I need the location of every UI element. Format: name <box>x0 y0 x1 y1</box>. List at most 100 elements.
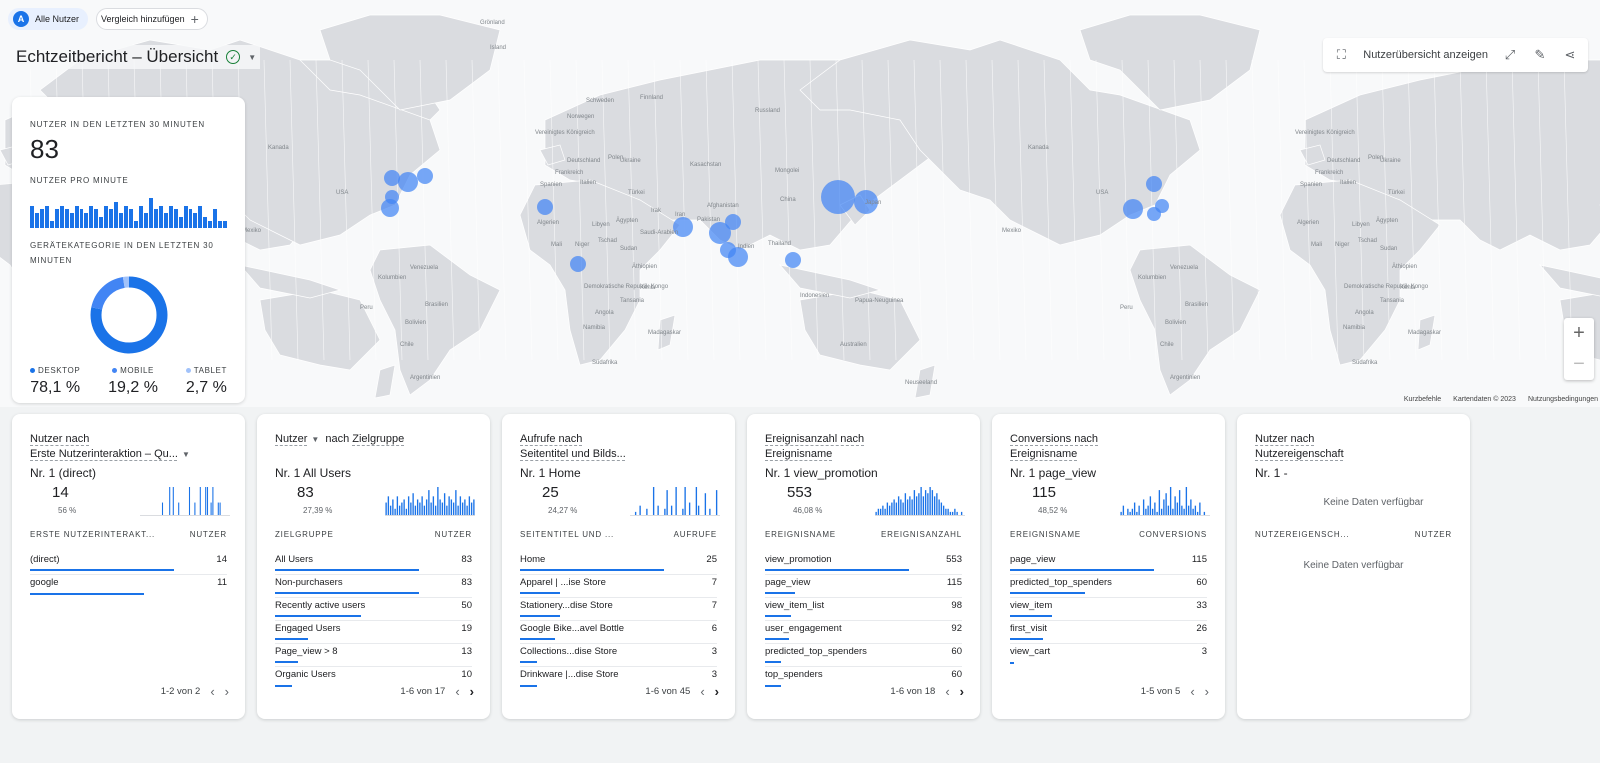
sparkline-bar[interactable] <box>882 505 884 515</box>
per-minute-bar[interactable] <box>79 209 84 228</box>
sparkline-bar[interactable] <box>387 496 390 515</box>
sparkline-bar[interactable] <box>1158 490 1161 515</box>
per-minute-bar[interactable] <box>84 213 89 228</box>
chevron-down-icon[interactable]: ▼ <box>311 435 320 444</box>
sparkline-bar[interactable] <box>1151 508 1154 515</box>
sparkline-bar[interactable] <box>1169 487 1172 515</box>
sparkline-bar[interactable] <box>688 502 691 515</box>
sparkline-bar[interactable] <box>897 496 900 515</box>
per-minute-bar[interactable] <box>153 209 158 228</box>
sparkline-bar[interactable] <box>695 487 698 515</box>
user-location-bubble[interactable] <box>1123 199 1143 219</box>
sparkline-bar[interactable] <box>412 493 414 515</box>
sparkline-bar[interactable] <box>933 496 936 515</box>
sparkline-bar[interactable] <box>439 499 441 515</box>
chevron-right-icon[interactable]: › <box>959 684 964 699</box>
per-minute-bar[interactable] <box>193 213 198 228</box>
sparkline-bar[interactable] <box>1122 505 1125 515</box>
sparkline-bar[interactable] <box>405 508 408 515</box>
zoom-in-button[interactable]: + <box>1573 322 1585 344</box>
dimension-selector[interactable]: Erste Nutzerinteraktion – Qu... <box>30 448 178 460</box>
sparkline-bar[interactable] <box>389 505 392 515</box>
user-location-bubble[interactable] <box>1146 176 1162 192</box>
sparkline-bar[interactable] <box>464 499 466 515</box>
table-row[interactable]: predicted_top_spenders 60 <box>765 644 962 667</box>
sparkline-bar[interactable] <box>394 508 396 515</box>
sparkline-bar[interactable] <box>1178 490 1181 515</box>
table-row[interactable]: All Users 83 <box>275 552 472 575</box>
sparkline-bar[interactable] <box>1156 511 1158 515</box>
sparkline-bar[interactable] <box>432 496 435 515</box>
sparkline-bar[interactable] <box>385 502 387 515</box>
device-donut-chart[interactable] <box>88 274 170 356</box>
sparkline-bar[interactable] <box>461 502 464 515</box>
sparkline-bar[interactable] <box>1145 508 1147 515</box>
per-minute-bar[interactable] <box>94 209 99 228</box>
segment-chip[interactable]: A Alle Nutzer <box>8 8 89 30</box>
table-row[interactable]: predicted_top_spenders 60 <box>1010 575 1207 598</box>
user-location-bubble[interactable] <box>821 180 855 214</box>
table-row[interactable]: first_visit 26 <box>1010 621 1207 644</box>
metric-selector[interactable]: Nutzer nach <box>1255 433 1315 445</box>
sparkline-bar[interactable] <box>1147 505 1149 515</box>
table-row[interactable]: Organic Users 10 <box>275 667 472 690</box>
per-minute-bar[interactable] <box>168 205 173 228</box>
sparkline-bar[interactable] <box>443 493 446 515</box>
sparkline-bar[interactable] <box>951 511 954 515</box>
chevron-right-icon[interactable]: › <box>714 684 719 699</box>
sparkline-bar[interactable] <box>956 511 958 515</box>
sparkline-bar[interactable] <box>911 499 913 515</box>
sparkline-bar[interactable] <box>891 502 893 515</box>
dimension-selector[interactable]: Nutzereigenschaft <box>1255 448 1344 460</box>
sparkline-bar[interactable] <box>403 499 405 515</box>
device-slice-tablet[interactable] <box>90 276 167 354</box>
sparkline-bar[interactable] <box>219 502 221 515</box>
sparkline-bar[interactable] <box>398 505 401 515</box>
metric-selector[interactable]: Ereignisanzahl nach <box>765 433 865 445</box>
per-minute-bar[interactable] <box>59 205 64 228</box>
sparkline-bar[interactable] <box>392 499 394 515</box>
table-row[interactable]: Google Bike...avel Bottle 6 <box>520 621 717 644</box>
sparkline-bar[interactable] <box>1154 502 1156 515</box>
table-row[interactable]: Collections...dise Store 3 <box>520 644 717 667</box>
metric-selector[interactable]: Conversions nach <box>1010 433 1099 445</box>
sparkline-bar[interactable] <box>1149 496 1152 515</box>
chevron-left-icon[interactable]: ‹ <box>945 684 950 699</box>
sparkline-chart[interactable] <box>875 486 965 516</box>
per-minute-bar[interactable] <box>173 209 178 228</box>
sparkline-bar[interactable] <box>646 508 648 515</box>
sparkline-bar[interactable] <box>909 496 911 515</box>
per-minute-bar[interactable] <box>39 209 44 228</box>
sparkline-bar[interactable] <box>1133 502 1136 515</box>
per-minute-bar[interactable] <box>213 209 218 228</box>
chevron-right-icon[interactable]: › <box>469 684 474 699</box>
sparkline-bar[interactable] <box>434 505 437 515</box>
share-icon[interactable]: ⋖ <box>1564 47 1576 62</box>
per-minute-bar[interactable] <box>89 205 94 228</box>
sparkline-bar[interactable] <box>913 490 916 515</box>
per-minute-bar[interactable] <box>74 205 79 228</box>
sparkline-bar[interactable] <box>1142 499 1145 515</box>
table-row[interactable]: page_view 115 <box>765 575 962 598</box>
chevron-right-icon[interactable]: › <box>1204 684 1209 699</box>
sparkline-bar[interactable] <box>428 490 430 515</box>
per-minute-bar[interactable] <box>158 205 163 228</box>
per-minute-bar[interactable] <box>134 220 138 228</box>
sparkline-bar[interactable] <box>1131 508 1134 515</box>
sparkline-bar[interactable] <box>396 496 399 515</box>
sparkline-bar[interactable] <box>931 490 934 515</box>
user-location-bubble[interactable] <box>417 168 433 184</box>
sparkline-bar[interactable] <box>1196 511 1199 515</box>
sparkline-bar[interactable] <box>459 496 462 515</box>
table-row[interactable]: Stationery...dise Store 7 <box>520 598 717 621</box>
dimension-selector[interactable]: Zielgruppe <box>352 433 405 445</box>
sparkline-bar[interactable] <box>1138 505 1140 515</box>
per-minute-bar[interactable] <box>223 220 228 228</box>
per-minute-bar[interactable] <box>64 209 69 228</box>
sparkline-bar[interactable] <box>457 505 459 515</box>
table-row[interactable]: top_spenders 60 <box>765 667 962 690</box>
sparkline-bar[interactable] <box>466 505 468 515</box>
sparkline-bar[interactable] <box>421 496 423 515</box>
fullscreen-icon[interactable]: ⤢ <box>1504 47 1516 62</box>
sparkline-bar[interactable] <box>877 508 880 515</box>
